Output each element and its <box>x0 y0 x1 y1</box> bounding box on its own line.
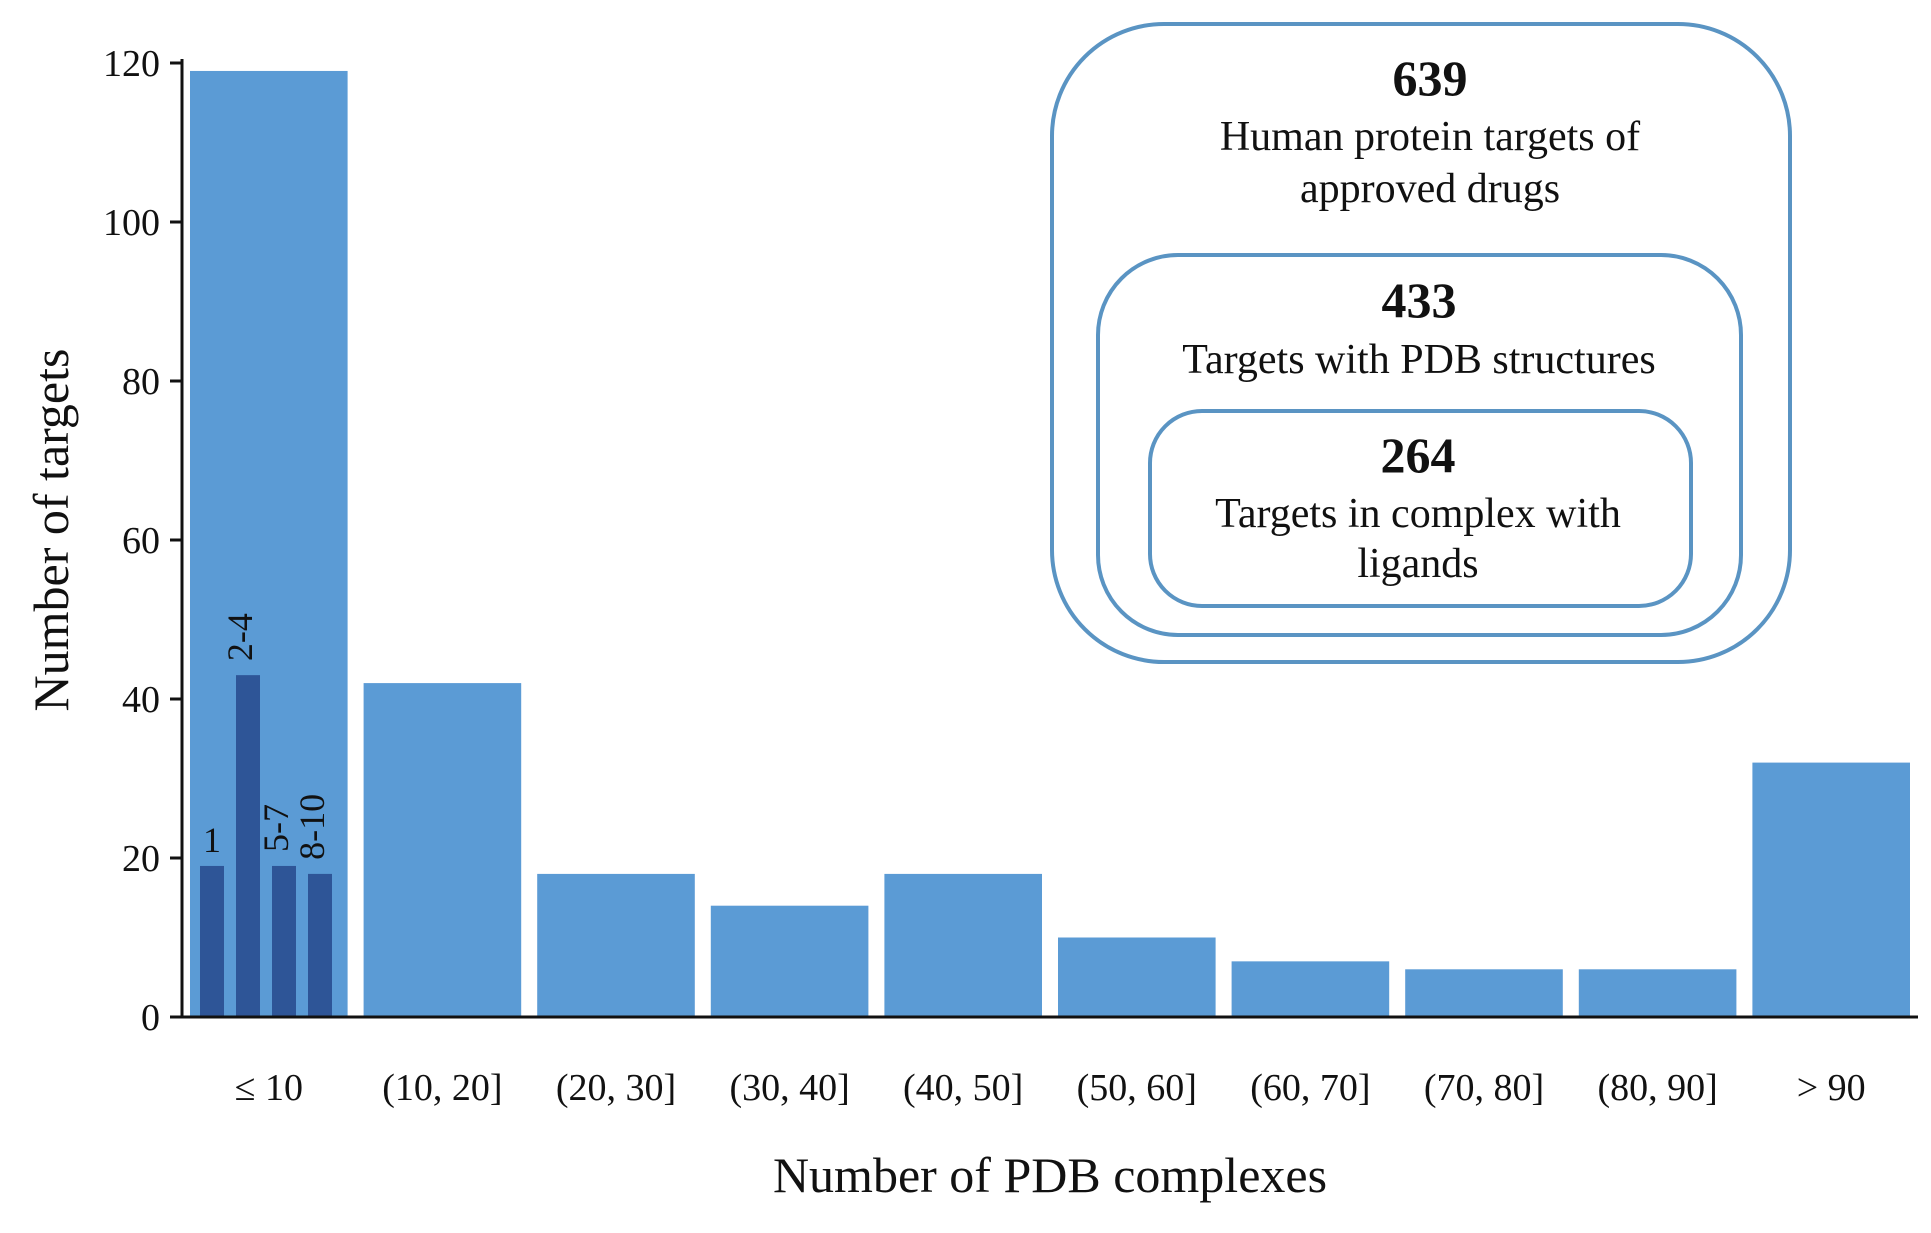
y-tick-label-1: 20 <box>122 838 160 880</box>
y-tick-label-0: 0 <box>141 997 160 1039</box>
y-ticks-group: 0 20 40 60 80 100 120 <box>103 43 182 1039</box>
x-tick-label-4: (40, 50] <box>903 1067 1023 1109</box>
outer-box-number: 639 <box>1393 50 1468 106</box>
inner-box <box>1148 409 1693 608</box>
x-tick-label-3: (30, 40] <box>729 1067 849 1109</box>
sub-bar-label-2: 5-7 <box>256 804 296 852</box>
outer-box <box>1050 22 1792 664</box>
y-tick-label-5: 100 <box>103 202 160 244</box>
inner-box-line-2: ligands <box>1357 541 1478 587</box>
y-tick-label-6: 120 <box>103 43 160 85</box>
bar-4 <box>884 873 1042 1017</box>
bar-5 <box>1058 937 1216 1017</box>
middle-box-number: 433 <box>1382 272 1457 328</box>
sub-bar-0 <box>200 865 224 1017</box>
nested-boxes-inset: 639 Human protein targets of approved dr… <box>1050 22 1792 664</box>
sub-bars-group: 1 2-4 5-78-10 <box>200 613 332 1017</box>
middle-box-line-1: Targets with PDB structures <box>1182 337 1655 383</box>
x-tick-label-7: (70, 80] <box>1424 1067 1544 1109</box>
bars-group <box>190 70 1910 1017</box>
y-tick-label-4: 80 <box>122 361 160 403</box>
bar-7 <box>1405 969 1563 1017</box>
x-axis-title: Number of PDB complexes <box>773 1147 1327 1203</box>
y-tick-label-2: 40 <box>122 679 160 721</box>
bar-8 <box>1578 969 1737 1017</box>
sub-bar-label-0: 1 <box>203 820 221 860</box>
x-tick-label-6: (60, 70] <box>1250 1067 1370 1109</box>
sub-bar-label-3: 8-10 <box>292 794 332 860</box>
outer-box-line-1: Human protein targets of <box>1220 114 1640 160</box>
middle-box <box>1096 253 1743 637</box>
x-tick-label-5: (50, 60] <box>1077 1067 1197 1109</box>
x-tick-label-8: (80, 90] <box>1597 1067 1717 1109</box>
bar-3 <box>710 905 869 1017</box>
y-tick-label-3: 60 <box>122 520 160 562</box>
y-axis-title: Number of targets <box>23 349 79 712</box>
bar-1 <box>363 683 522 1017</box>
inner-box-line-1: Targets in complex with <box>1215 491 1621 537</box>
bar-6 <box>1231 961 1390 1017</box>
sub-bar-1 <box>236 675 260 1017</box>
inner-box-number: 264 <box>1381 427 1456 483</box>
x-tick-label-0: ≤ 10 <box>235 1067 303 1109</box>
x-ticks-group: ≤ 10 (10, 20] (20, 30] (30, 40] (40, 50] (50,… <box>235 1067 1866 1109</box>
outer-box-line-2: approved drugs <box>1300 166 1560 212</box>
x-tick-label-1: (10, 20] <box>382 1067 502 1109</box>
sub-bar-2 <box>272 865 296 1017</box>
sub-bar-3 <box>308 873 332 1017</box>
bar-9 <box>1752 762 1910 1017</box>
x-tick-label-2: (20, 30] <box>556 1067 676 1109</box>
bar-2 <box>537 873 695 1017</box>
sub-bar-label-1: 2-4 <box>220 613 260 661</box>
x-tick-label-9: > 90 <box>1797 1067 1866 1109</box>
bar-0 <box>190 70 348 1017</box>
